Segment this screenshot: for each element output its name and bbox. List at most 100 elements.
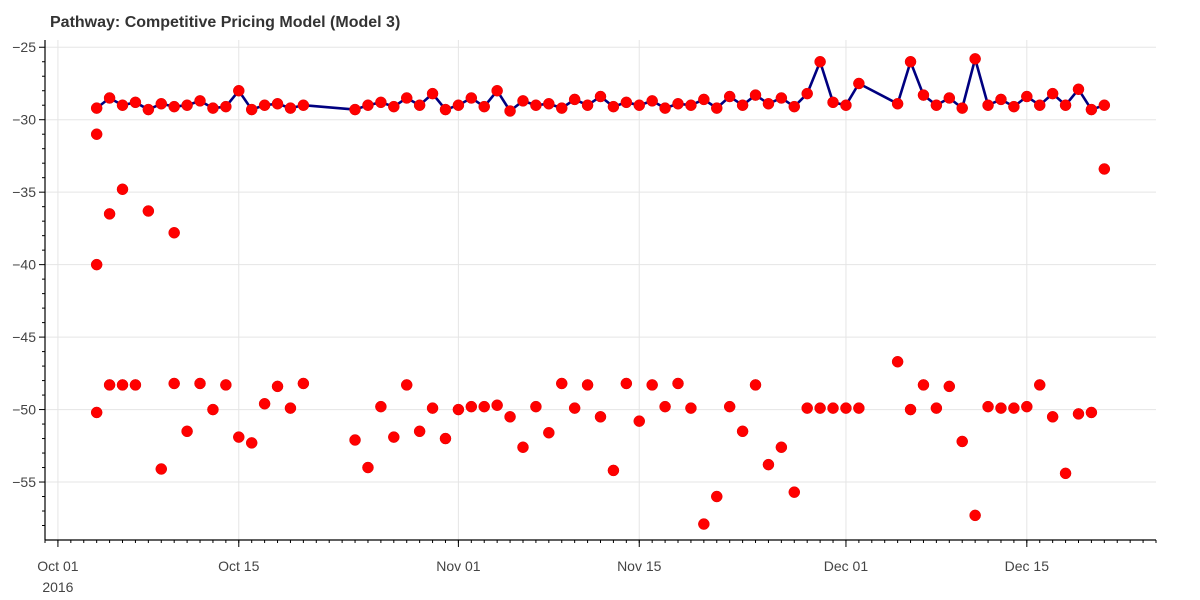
data-point: [271, 98, 284, 110]
data-point: [659, 400, 671, 413]
data-point: [801, 87, 813, 100]
data-point: [840, 402, 852, 414]
data-point: [620, 377, 633, 390]
data-point: [904, 55, 917, 68]
data-point: [116, 379, 129, 391]
y-tick-label: −25: [12, 39, 36, 55]
chart-title: Pathway: Competitive Pricing Model (Mode…: [50, 14, 400, 31]
data-point: [1098, 163, 1111, 175]
data-point: [129, 96, 142, 109]
data-point: [543, 98, 555, 110]
data-point: [362, 461, 374, 474]
data-point: [827, 96, 839, 109]
data-point: [220, 100, 232, 113]
data-point: [284, 102, 297, 114]
data-point: [762, 458, 775, 471]
data-point: [543, 427, 555, 439]
data-point: [659, 102, 671, 114]
data-point: [400, 92, 413, 104]
data-point: [439, 432, 452, 445]
y-tick-label: −45: [12, 329, 36, 345]
data-point: [1008, 402, 1020, 414]
data-point: [633, 99, 646, 111]
data-point: [530, 99, 542, 111]
data-point: [129, 379, 142, 391]
data-point: [672, 377, 684, 390]
data-point: [90, 102, 103, 114]
data-point: [517, 441, 529, 453]
data-point: [90, 258, 103, 271]
data-point: [1033, 99, 1046, 111]
data-point: [943, 380, 956, 393]
data-point: [646, 95, 658, 107]
y-tick-label: −40: [12, 257, 36, 273]
data-point: [555, 102, 568, 114]
y-tick-label: −55: [12, 474, 36, 490]
grid-lines: [45, 40, 1156, 540]
data-point: [620, 96, 633, 109]
data-point: [155, 98, 168, 110]
data-point: [853, 77, 865, 90]
x-tick-label: Nov 15: [617, 558, 662, 574]
data-point: [400, 379, 413, 391]
data-point: [1059, 99, 1072, 111]
data-point: [116, 183, 129, 196]
data-point: [426, 87, 439, 100]
data-point: [788, 486, 801, 498]
data-point: [762, 98, 775, 110]
data-point: [749, 89, 762, 101]
axes: [44, 40, 1156, 541]
data-point: [943, 92, 956, 104]
data-point: [917, 89, 930, 101]
data-point: [1098, 99, 1111, 111]
data-point: [1072, 83, 1085, 96]
data-point: [155, 463, 168, 475]
y-tick-label: −50: [12, 402, 36, 418]
data-point: [1021, 90, 1033, 103]
data-point: [672, 98, 684, 110]
data-point: [607, 100, 620, 113]
data-point: [103, 208, 116, 220]
data-point: [711, 490, 723, 503]
data-point: [258, 398, 271, 410]
data-point: [775, 441, 788, 453]
data-point: [168, 377, 180, 390]
data-point: [142, 205, 155, 217]
data-point: [181, 99, 193, 111]
data-point: [646, 379, 658, 391]
data-point: [581, 379, 594, 391]
data-point: [194, 377, 206, 390]
data-point: [504, 411, 516, 423]
data-point: [1085, 103, 1098, 116]
series-layer: [90, 53, 1111, 530]
data-point: [388, 100, 400, 113]
data-point: [1072, 408, 1085, 420]
data-point: [930, 99, 943, 111]
data-point: [1085, 406, 1098, 419]
data-point: [594, 90, 607, 103]
data-point: [375, 96, 387, 109]
data-point: [245, 103, 258, 116]
data-point: [504, 105, 516, 117]
data-point: [465, 400, 478, 413]
data-point: [698, 93, 710, 106]
data-point: [736, 425, 749, 438]
data-point: [168, 100, 180, 113]
data-point: [413, 425, 426, 438]
data-point: [1033, 379, 1046, 391]
data-point: [982, 400, 994, 413]
data-point: [388, 431, 400, 443]
data-point: [258, 99, 271, 111]
data-point: [349, 434, 361, 446]
y-tick-label: −30: [12, 112, 36, 128]
data-point: [969, 509, 981, 522]
data-point: [90, 406, 103, 419]
data-point: [142, 103, 155, 116]
data-point: [207, 403, 219, 416]
data-point: [530, 400, 542, 413]
data-point: [607, 464, 620, 477]
x-tick-sublabel: 2016: [42, 579, 73, 595]
data-point: [1021, 400, 1033, 413]
data-point: [439, 103, 452, 116]
data-point: [233, 431, 245, 443]
